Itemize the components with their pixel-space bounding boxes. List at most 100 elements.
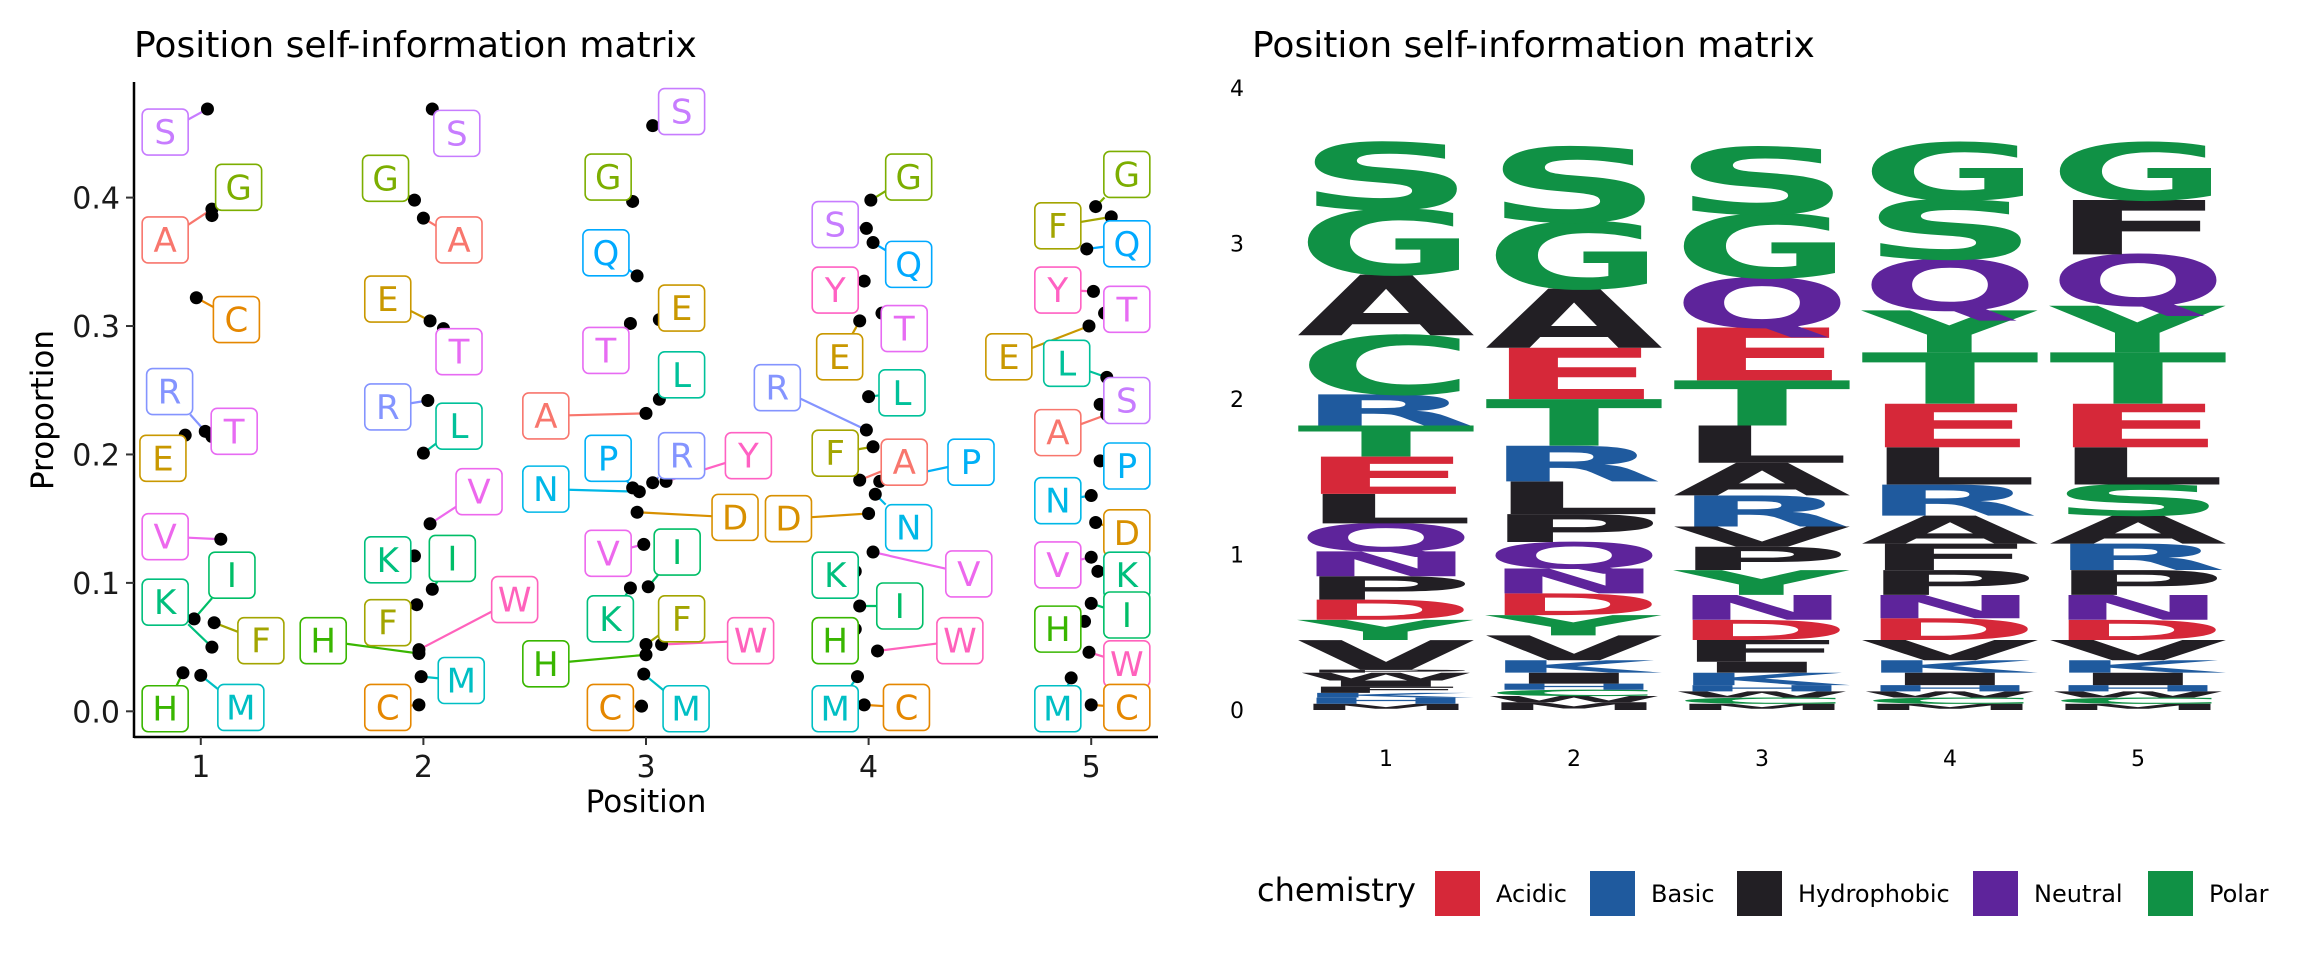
left-y-tick-label: 0.3 xyxy=(72,310,120,345)
point-I-pos4 xyxy=(853,600,866,613)
label-T-pos1: T xyxy=(211,408,257,454)
label-L-pos4: L xyxy=(879,370,925,416)
logo-letter-G: G xyxy=(2049,127,2227,218)
point-V-pos5 xyxy=(1085,551,1098,564)
point-G-pos5 xyxy=(1089,200,1102,213)
label-A-pos2: A xyxy=(436,217,482,263)
legend-swatch xyxy=(2148,871,2193,916)
label-letter: V xyxy=(957,555,980,595)
label-letter: V xyxy=(467,473,490,513)
left-x-tick-label: 4 xyxy=(859,750,878,785)
label-Y-pos5: Y xyxy=(1035,267,1081,313)
label-T-pos4: T xyxy=(881,306,927,352)
logo-letter-S: S xyxy=(1673,129,1851,236)
label-I-pos1: I xyxy=(209,552,255,598)
label-H-pos5: H xyxy=(1035,606,1081,652)
point-S-pos1 xyxy=(201,102,214,115)
label-letter: Y xyxy=(824,271,846,311)
label-A-pos3: A xyxy=(523,393,569,439)
label-letter: Q xyxy=(895,245,922,285)
logo-y-tick-label: 3 xyxy=(1230,233,1244,258)
logo-y-tick-label: 0 xyxy=(1230,699,1244,724)
label-A-pos5: A xyxy=(1035,410,1081,456)
point-H-pos3 xyxy=(640,648,653,661)
label-letter: W xyxy=(498,581,532,621)
label-K-pos4: K xyxy=(812,552,858,598)
label-letter: K xyxy=(154,583,178,623)
logo-x-tick-label: 1 xyxy=(1379,747,1393,772)
point-W-pos5 xyxy=(1082,646,1095,659)
logo-y-tick-label: 2 xyxy=(1230,388,1244,413)
logo-y-tick-label: 1 xyxy=(1230,544,1244,569)
point-Q-pos3 xyxy=(631,269,644,282)
label-letter: P xyxy=(598,439,619,479)
label-P-pos4: P xyxy=(948,439,994,485)
point-V-pos1 xyxy=(214,533,227,546)
label-E-pos5: E xyxy=(986,334,1032,380)
point-G-pos4 xyxy=(864,194,877,207)
point-K-pos5 xyxy=(1091,565,1104,578)
label-G-pos3: G xyxy=(585,154,631,200)
legend-swatch xyxy=(1737,871,1782,916)
label-H-pos3: H xyxy=(523,641,569,687)
label-letter: S xyxy=(824,206,846,246)
left-y-tick-label: 0.0 xyxy=(72,695,120,730)
label-C-pos5: C xyxy=(1104,684,1150,730)
left-x-tick-label: 5 xyxy=(1082,750,1101,785)
label-R-pos4: R xyxy=(754,365,800,411)
logo-x-tick-label: 2 xyxy=(1567,747,1581,772)
label-letter: R xyxy=(766,369,790,409)
label-S-pos3: S xyxy=(659,89,705,135)
label-letter: I xyxy=(895,587,905,627)
label-K-pos2: K xyxy=(365,537,411,583)
point-E-pos4 xyxy=(853,314,866,327)
legend-swatch xyxy=(1590,871,1635,916)
legend-title: chemistry xyxy=(1257,871,1416,909)
label-letter: L xyxy=(1057,344,1076,384)
label-L-pos3: L xyxy=(659,352,705,398)
label-E-pos4: E xyxy=(817,334,863,380)
label-F-pos2: F xyxy=(365,600,411,646)
label-P-pos3: P xyxy=(585,435,631,481)
label-A-pos4: A xyxy=(881,439,927,485)
label-T-pos3: T xyxy=(583,327,629,373)
label-M-pos1: M xyxy=(218,684,264,730)
label-letter: T xyxy=(223,412,245,452)
label-W-pos5: W xyxy=(1104,641,1150,687)
label-letter: R xyxy=(670,437,694,477)
point-D-pos4 xyxy=(862,507,875,520)
label-S-pos4: S xyxy=(812,202,858,248)
label-letter: K xyxy=(599,600,623,640)
point-I-pos5 xyxy=(1085,597,1098,610)
label-letter: M xyxy=(671,690,700,730)
point-L-pos4 xyxy=(862,390,875,403)
logo-y-tick-label: 4 xyxy=(1230,77,1244,102)
label-letter: F xyxy=(378,604,398,644)
label-Q-pos4: Q xyxy=(886,241,932,287)
point-N-pos5 xyxy=(1085,489,1098,502)
label-letter: M xyxy=(447,661,476,701)
point-M-pos5 xyxy=(1065,671,1078,684)
point-M-pos2 xyxy=(415,670,428,683)
label-M-pos4: M xyxy=(812,686,858,732)
label-letter: S xyxy=(671,93,693,133)
label-D-pos5: D xyxy=(1104,510,1150,556)
label-letter: N xyxy=(533,470,558,510)
point-S-pos3 xyxy=(646,119,659,132)
label-H-pos4: H xyxy=(812,618,858,664)
label-R-pos3: R xyxy=(659,433,705,479)
label-L-pos2: L xyxy=(436,403,482,449)
label-V-pos4: V xyxy=(946,551,992,597)
point-C-pos4 xyxy=(858,698,871,711)
point-D-pos5 xyxy=(1089,516,1102,529)
label-W-pos3: W xyxy=(728,618,774,664)
label-E-pos3: E xyxy=(659,285,705,331)
point-I-pos1 xyxy=(188,612,201,625)
label-N-pos5: N xyxy=(1035,478,1081,524)
label-letter: W xyxy=(943,622,977,662)
point-R-pos3 xyxy=(646,476,659,489)
